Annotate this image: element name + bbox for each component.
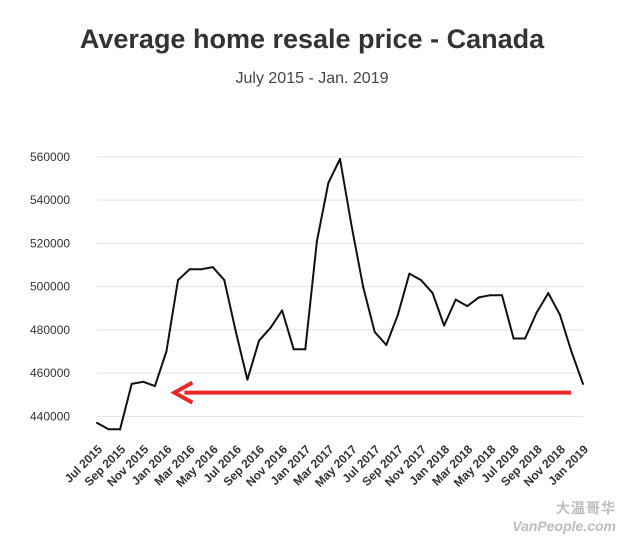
gridlines xyxy=(97,156,583,417)
data-point xyxy=(269,326,272,329)
data-point xyxy=(234,331,237,334)
watermark-line2: VanPeople.com xyxy=(512,518,616,534)
data-point xyxy=(454,298,457,301)
data-point xyxy=(304,348,307,351)
series-line xyxy=(96,158,584,431)
data-point xyxy=(512,337,515,340)
watermark: 大温哥华 VanPeople.com xyxy=(512,498,616,534)
data-point xyxy=(350,225,353,228)
data-point xyxy=(582,382,584,385)
data-point xyxy=(431,292,434,295)
series-group xyxy=(96,157,584,431)
data-point xyxy=(373,331,376,334)
y-tick-label: 540000 xyxy=(30,193,70,207)
data-point xyxy=(408,272,411,275)
data-point xyxy=(477,296,480,299)
y-tick-label: 520000 xyxy=(30,236,70,250)
data-point xyxy=(558,313,561,316)
data-point xyxy=(119,428,122,431)
annotation-group xyxy=(170,380,571,405)
data-point xyxy=(130,382,133,385)
data-point xyxy=(107,428,110,431)
data-point xyxy=(547,292,550,295)
data-point xyxy=(188,268,191,271)
y-tick-label: 460000 xyxy=(30,366,70,380)
data-point xyxy=(315,240,318,243)
y-tick-label: 560000 xyxy=(30,150,70,164)
y-tick-label: 440000 xyxy=(30,409,70,423)
data-point xyxy=(420,279,422,282)
chart-title: Average home resale price - Canada xyxy=(79,24,545,54)
watermark-line1: 大温哥华 xyxy=(556,500,616,516)
data-point xyxy=(466,305,469,308)
data-point xyxy=(258,339,260,342)
data-point xyxy=(339,157,341,160)
y-tick-label: 500000 xyxy=(30,280,70,294)
data-point xyxy=(396,313,399,316)
data-point xyxy=(327,181,330,184)
data-point xyxy=(501,294,503,297)
data-point xyxy=(362,285,365,288)
data-point xyxy=(570,350,573,353)
data-point xyxy=(281,309,284,312)
data-point xyxy=(211,266,214,269)
data-point xyxy=(96,421,98,424)
data-point xyxy=(524,337,527,340)
data-point xyxy=(153,385,156,388)
data-point xyxy=(535,311,538,314)
data-point xyxy=(292,348,295,351)
data-point xyxy=(489,294,492,297)
data-point xyxy=(443,324,446,327)
chart-subtitle: July 2015 - Jan. 2019 xyxy=(235,70,389,87)
y-axis-ticks: 440000 460000 480000 500000 520000 540000 5600… xyxy=(30,150,70,424)
data-point xyxy=(165,350,168,353)
data-point xyxy=(246,378,249,381)
data-point xyxy=(177,279,179,282)
data-point xyxy=(142,380,145,383)
data-point xyxy=(385,343,388,346)
data-point xyxy=(223,279,226,282)
annotation-arrow-head xyxy=(170,380,194,405)
y-tick-label: 480000 xyxy=(30,323,70,337)
data-point xyxy=(200,268,203,271)
